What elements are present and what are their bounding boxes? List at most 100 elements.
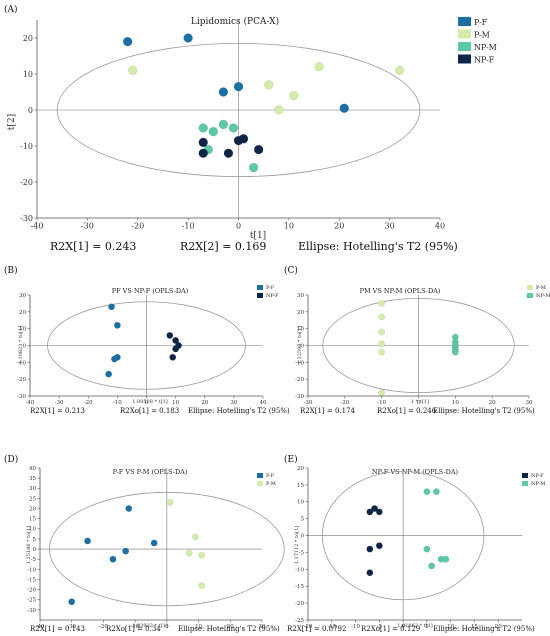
y-tick-label: -25 [27, 598, 36, 604]
stat-text: R2X[1] = 0.174 [300, 407, 356, 415]
x-tick-label: 30 [526, 400, 533, 406]
legend-swatch [527, 285, 533, 290]
x-tick-label: -20 [304, 624, 313, 630]
y-tick-label: -20 [17, 377, 26, 383]
y-tick-label: 0 [301, 533, 305, 539]
chart-title: Lipidomics (PCA-X) [191, 16, 279, 27]
y-tick-label: 5 [301, 517, 305, 523]
data-point [395, 65, 405, 76]
legend: P-F NP-F [257, 285, 279, 299]
data-point [108, 303, 115, 311]
x-tick-label: 20 [495, 624, 502, 630]
y-tick-label: 0 [28, 106, 33, 115]
legend-label: NP-F [531, 473, 544, 479]
data-point [105, 370, 113, 378]
y-tick-label: -20 [27, 588, 36, 594]
data-point [198, 148, 208, 158]
x-tick-label: -20 [131, 222, 144, 231]
legend: P-M NP-M [527, 285, 550, 299]
y-tick-label: 20 [23, 34, 33, 43]
legend-swatch [257, 285, 263, 290]
series-p-f [122, 33, 349, 113]
data-point [366, 569, 374, 577]
chart-title: P-F VS P-M (OPLS-DA) [113, 468, 188, 476]
data-point [169, 353, 177, 361]
data-point [198, 137, 208, 148]
legend-swatch [257, 481, 263, 486]
x-tick-label: -10 [351, 624, 360, 630]
x-tick-label: 15 [471, 624, 478, 630]
x-tick-label: 30 [230, 400, 237, 406]
series-np-m [198, 119, 259, 173]
y-tick-label: -10 [20, 142, 33, 151]
data-point [371, 505, 378, 512]
hotelling-ellipse [56, 43, 421, 177]
x-tick-label: 30 [259, 624, 266, 630]
y-tick-label: -5 [299, 550, 305, 556]
stat-text: Ellipse: Hotelling's T2 (95%) [188, 407, 290, 415]
x-tick-label: 5 [425, 624, 429, 630]
stat-text: R2X[1] = 0.143 [30, 625, 85, 633]
x-tick-label: 0 [401, 624, 405, 630]
series-p-m [166, 499, 206, 589]
data-point [150, 539, 158, 547]
x-tick-label: 20 [489, 400, 496, 406]
y-tick-label: -10 [295, 360, 304, 366]
x-tick-label: -30 [81, 222, 94, 231]
x-tick-label: 0 [165, 624, 169, 630]
data-point [166, 499, 174, 506]
stat-text: R2X[1] = 0.243 [50, 240, 136, 253]
x-tick-label: 0 [236, 222, 241, 231]
hotelling-ellipse [47, 301, 246, 390]
y-tick-label: 0 [301, 343, 305, 349]
data-point [428, 562, 436, 570]
x-axis-label: 1.01862 * t[1] [397, 623, 432, 629]
x-tick-label: 10 [195, 624, 202, 630]
y-tick-label: 20 [297, 466, 304, 472]
series-p-f [105, 303, 121, 378]
series-np-m [451, 333, 459, 356]
hotelling-ellipse [49, 491, 285, 607]
y-tick-label: -30 [295, 394, 304, 400]
legend-label: NP-F [266, 293, 279, 299]
legend-label: P-M [266, 481, 276, 487]
y-tick-label: 25 [29, 496, 36, 502]
y-tick-label: 20 [297, 310, 304, 316]
data-point [375, 508, 383, 516]
series-np-f [166, 331, 182, 361]
x-axis-label: 1.00528 * t[1] [132, 399, 167, 405]
x-axis-label: 1 * t[1] [411, 399, 429, 405]
data-point [122, 547, 130, 555]
data-point [208, 126, 219, 137]
y-tick-label: 5 [33, 537, 37, 543]
series-np-f [198, 134, 264, 158]
panel-c: (C) PM VS NP-M (OPLS-DA) -30 -20 -10 0 10 20 30 -… [284, 265, 550, 415]
data-point [451, 348, 459, 356]
x-tick-label: 10 [284, 222, 294, 231]
y-tick-label: 10 [29, 527, 36, 533]
legend-swatch [458, 42, 471, 51]
y-tick-label: 15 [29, 517, 36, 523]
data-point [111, 355, 118, 363]
data-point [198, 551, 206, 559]
series-p-m [378, 300, 386, 397]
data-point [442, 555, 450, 563]
panel-label: (E) [284, 454, 298, 465]
legend-swatch [527, 293, 533, 298]
y-tick-label: -5 [31, 557, 37, 563]
x-tick-label: -30 [304, 400, 313, 406]
panel-label: (A) [4, 4, 18, 15]
x-tick-label: -10 [182, 222, 195, 231]
stat-text: R2Xo[1] = 0.183 [120, 407, 179, 415]
y-tick-label: 30 [297, 293, 304, 299]
x-tick-label: -5 [377, 624, 383, 630]
legend: NP-F NP-M [522, 473, 545, 487]
x-tick-label: 10 [452, 400, 459, 406]
y-tick-label: 35 [29, 476, 36, 482]
data-point [185, 549, 193, 557]
legend: P-F P-M [257, 473, 276, 487]
data-point [228, 123, 239, 133]
data-point [113, 321, 121, 329]
data-point [218, 87, 229, 97]
